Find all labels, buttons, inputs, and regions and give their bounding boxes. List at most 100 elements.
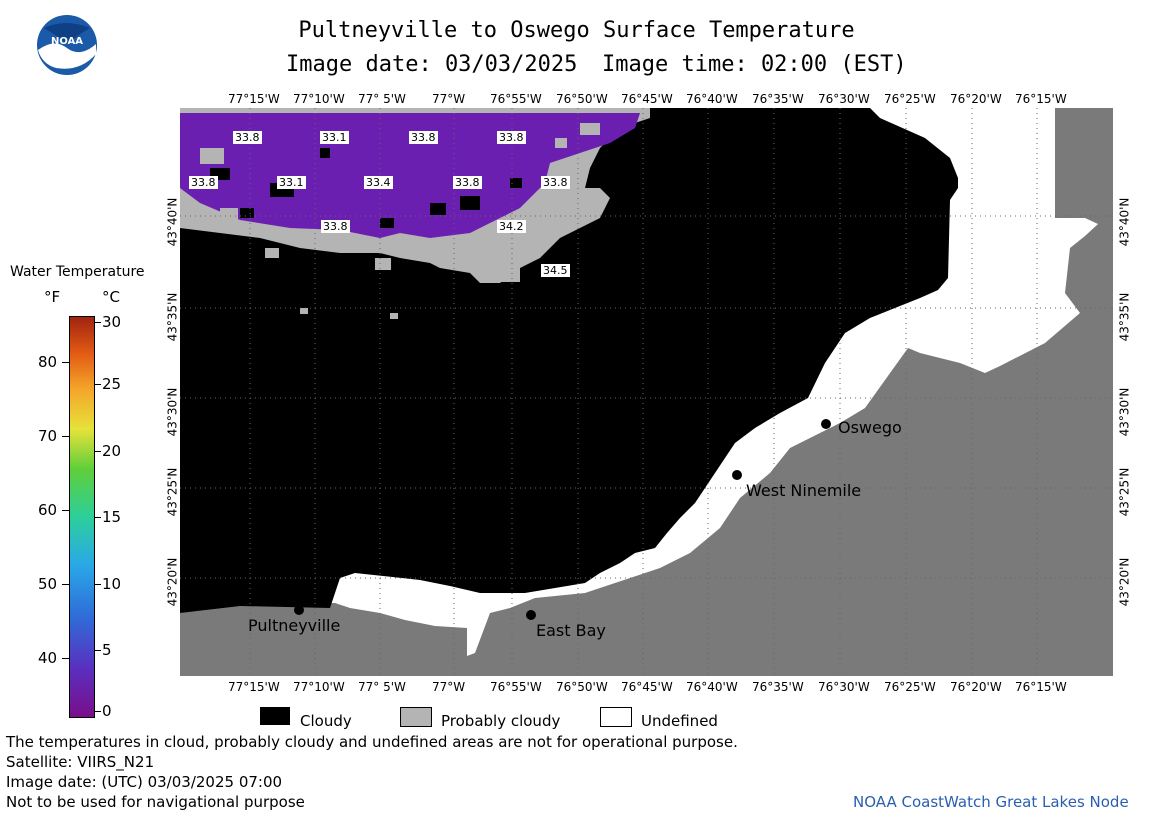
legend-f-tick-mark [62, 510, 69, 511]
key-undefined-swatch [600, 707, 632, 727]
key-probably-cloudy-label: Probably cloudy [441, 712, 561, 730]
footer-nav: Not to be used for navigational purpose [6, 793, 305, 811]
legend-c-tick-mark [94, 517, 101, 518]
legend-title: Water Temperature [10, 264, 145, 280]
lat-tick-label: 43°20'N [165, 557, 180, 607]
footer-credit: NOAA CoastWatch Great Lakes Node [853, 793, 1129, 811]
temp-label: 33.8 [453, 176, 482, 189]
lon-tick-label: 76°25'W [884, 680, 936, 694]
image-time: Image time: 02:00 (EST) [602, 52, 907, 77]
legend-unit-f: °F [44, 288, 61, 306]
temp-label: 34.5 [541, 264, 570, 277]
legend-f-tick-mark [62, 584, 69, 585]
lat-tick-label: 43°40'N [165, 197, 180, 247]
legend-c-tick: 10 [102, 575, 122, 593]
temp-label: 33.8 [321, 220, 350, 233]
lon-tick-label: 77° 5'W [358, 680, 406, 694]
color-scale-bar [69, 316, 95, 718]
lon-tick-label: 76°55'W [490, 92, 542, 106]
legend-c-tick: 25 [102, 375, 122, 393]
probably-cloudy-speckles [200, 123, 600, 319]
lat-tick-label: 43°30'N [165, 387, 180, 437]
temp-label: 33.8 [189, 176, 218, 189]
lon-tick-label: 76°40'W [686, 680, 738, 694]
legend-c-tick: 15 [102, 508, 122, 526]
lon-tick-label: 76°50'W [556, 92, 608, 106]
temp-label: 33.8 [233, 131, 262, 144]
lat-tick-label: 43°20'N [1117, 557, 1132, 607]
lon-tick-label: 77°W [432, 92, 466, 106]
legend-f-tick-mark [62, 362, 69, 363]
footer-satellite: Satellite: VIIRS_N21 [6, 753, 155, 771]
legend-f-tick-mark [62, 658, 69, 659]
lon-tick-label: 77°W [432, 680, 466, 694]
noaa-logo: NOAA [36, 14, 98, 76]
lon-tick-label: 76°40'W [686, 92, 738, 106]
legend-f-tick: 70 [38, 427, 58, 445]
lon-tick-label: 77°10'W [293, 680, 345, 694]
lat-tick-label: 43°25'N [1117, 467, 1132, 517]
legend-c-tick-mark [94, 322, 101, 323]
lat-tick-label: 43°30'N [1117, 387, 1132, 437]
legend-f-tick: 80 [38, 353, 58, 371]
key-cloudy-label: Cloudy [300, 712, 352, 730]
temp-label: 33.1 [320, 131, 349, 144]
temp-label: 33.1 [277, 176, 306, 189]
lon-tick-label: 76°50'W [556, 680, 608, 694]
lon-tick-label: 76°45'W [621, 680, 673, 694]
temp-label: 33.4 [364, 176, 393, 189]
legend-c-tick-mark [94, 451, 101, 452]
lon-tick-label: 76°35'W [752, 92, 804, 106]
lon-tick-label: 76°15'W [1015, 680, 1067, 694]
key-probably-cloudy-swatch [400, 707, 432, 727]
place-marker-dot [821, 419, 831, 429]
lat-tick-label: 43°25'N [165, 467, 180, 517]
legend-c-tick-mark [94, 384, 101, 385]
place-marker-dot [526, 610, 536, 620]
legend-c-tick-mark [94, 711, 101, 712]
place-label: West Ninemile [746, 481, 862, 500]
map-title: Pultneyville to Oswego Surface Temperatu… [298, 18, 855, 43]
lat-tick-label: 43°35'N [165, 292, 180, 342]
temp-label: 33.8 [409, 131, 438, 144]
legend-f-tick-mark [62, 436, 69, 437]
cloud-speckles [210, 148, 522, 228]
temp-label: 33.8 [497, 131, 526, 144]
map-svg [180, 108, 1113, 676]
place-marker-dot [732, 470, 742, 480]
map-grid [180, 108, 1113, 676]
temp-label: 33.8 [541, 176, 570, 189]
lon-tick-label: 76°55'W [490, 680, 542, 694]
legend-c-tick-mark [94, 650, 101, 651]
key-cloudy-swatch [260, 707, 290, 725]
place-marker-dot [294, 605, 304, 615]
noaa-logo-text: NOAA [50, 36, 84, 47]
lon-tick-label: 76°15'W [1015, 92, 1067, 106]
legend-f-tick: 60 [38, 501, 58, 519]
footer-note: The temperatures in cloud, probably clou… [6, 733, 738, 751]
lon-tick-label: 76°30'W [818, 680, 870, 694]
water-temp-area [180, 113, 640, 238]
legend-c-tick: 5 [102, 641, 112, 659]
place-label: Pultneyville [248, 616, 341, 635]
image-date: Image date: 03/03/2025 [286, 52, 578, 77]
lon-tick-label: 76°20'W [950, 680, 1002, 694]
lon-tick-label: 76°35'W [752, 680, 804, 694]
lon-tick-label: 76°20'W [950, 92, 1002, 106]
place-label: East Bay [536, 621, 606, 640]
legend-c-tick-mark [94, 584, 101, 585]
map-panel [180, 108, 1113, 676]
legend-f-tick: 40 [38, 649, 58, 667]
lon-tick-label: 77° 5'W [358, 92, 406, 106]
legend-c-tick: 30 [102, 313, 122, 331]
legend-unit-c: °C [102, 288, 120, 306]
place-label: Oswego [838, 418, 902, 437]
footer-utc-date: Image date: (UTC) 03/03/2025 07:00 [6, 773, 283, 791]
legend-c-tick: 20 [102, 442, 122, 460]
lon-tick-label: 77°15'W [228, 680, 280, 694]
key-undefined-label: Undefined [641, 712, 718, 730]
legend-c-tick: 0 [102, 702, 112, 720]
lon-tick-label: 77°10'W [293, 92, 345, 106]
temp-label: 34.2 [497, 220, 526, 233]
lon-tick-label: 76°25'W [884, 92, 936, 106]
